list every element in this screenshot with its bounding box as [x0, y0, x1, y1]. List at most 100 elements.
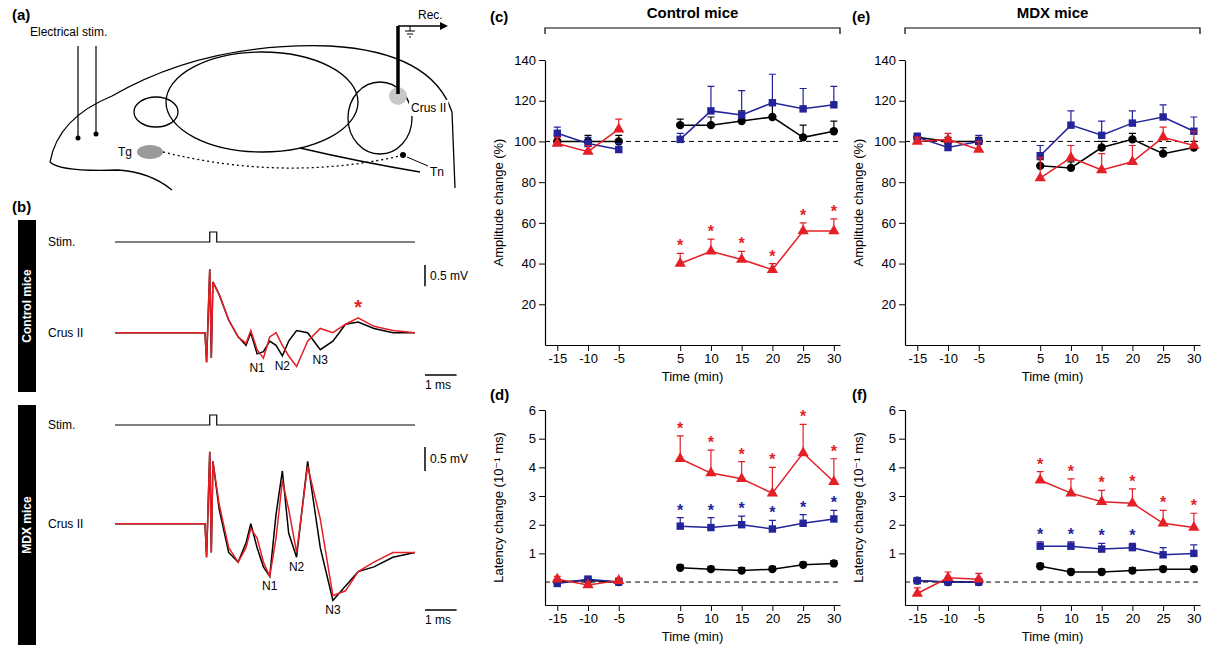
tick-mark: [899, 141, 905, 142]
tick-mark: [1102, 605, 1103, 611]
tick-label: 30: [827, 611, 841, 626]
scale-bar: [424, 447, 426, 471]
title-box: [18, 405, 36, 645]
marker: [1159, 565, 1167, 573]
significance-star: *: [1037, 456, 1044, 473]
scale-bar: [425, 609, 457, 611]
trace-line: [115, 269, 415, 366]
tick-label: 15: [735, 611, 749, 626]
tick-mark: [899, 101, 905, 102]
electrode-tip: [94, 132, 99, 137]
tick-label: -5: [613, 351, 625, 366]
tick-mark: [539, 60, 545, 61]
chart-panel: (f)-15-10-551015202530123456Time (min)La…: [851, 386, 1202, 644]
marker: [1096, 163, 1107, 173]
trace-line: [115, 452, 415, 601]
tick: 15: [735, 345, 749, 366]
tick-label: 10: [1064, 611, 1078, 626]
tick-mark: [899, 525, 905, 526]
tick-label: 5: [677, 351, 684, 366]
marker: [1159, 113, 1166, 120]
tick-mark: [979, 345, 980, 351]
tick: 10: [704, 345, 718, 366]
tick: 5: [677, 345, 684, 366]
tick: 40: [522, 256, 545, 271]
tick-mark: [711, 345, 712, 351]
marker: [1035, 172, 1046, 182]
tick-label: 120: [514, 93, 536, 108]
tick-label: 40: [882, 256, 896, 271]
tick: 30: [1187, 605, 1201, 626]
tick-mark: [803, 345, 804, 351]
y-axis-title: Amplitude change (%): [851, 139, 866, 267]
tick-mark: [557, 345, 558, 351]
significance-star: *: [769, 504, 776, 521]
plot-area: [545, 74, 840, 273]
scale-bar: [424, 265, 426, 286]
marker: [912, 135, 923, 145]
tick-mark: [539, 525, 545, 526]
tick-label: 4: [889, 460, 896, 475]
tick: 10: [704, 605, 718, 626]
tick-mark: [557, 605, 558, 611]
significance-star: *: [769, 451, 776, 468]
axis-line: [546, 345, 841, 346]
tick-mark: [899, 467, 905, 468]
header: Control mice: [647, 4, 739, 21]
tick: 25: [1156, 605, 1170, 626]
tick: 15: [1095, 345, 1109, 366]
y-axis-title: Latency change (10⁻¹ ms): [491, 432, 506, 583]
y-axis: 20406080100120140: [514, 53, 545, 346]
tick-label: 10: [704, 611, 718, 626]
y-axis-title: Amplitude change (%): [491, 139, 506, 267]
marker: [613, 123, 624, 133]
tick-mark: [539, 410, 545, 411]
tick-label: 20: [766, 611, 780, 626]
trace-panel: (b)Control miceStim.Crus IIN1N2N3*0.5 mV…: [12, 198, 468, 392]
series-line: [557, 519, 834, 584]
tick-mark: [539, 553, 545, 554]
scale-label: 1 ms: [425, 378, 451, 392]
label-group: Crus II: [409, 100, 448, 116]
panel-label: (b): [12, 198, 31, 215]
marker: [738, 521, 745, 528]
plot-area: [115, 452, 415, 601]
significance-star: *: [677, 502, 684, 519]
significance-star: *: [1099, 474, 1106, 491]
tick-mark: [899, 439, 905, 440]
series-line: [557, 129, 834, 269]
error-bar: [769, 74, 776, 103]
trace-label: Crus II: [48, 517, 83, 531]
tick-mark: [917, 605, 918, 611]
tick: 25: [796, 605, 810, 626]
crus-label: Crus II: [411, 101, 446, 115]
tick-mark: [1163, 605, 1164, 611]
significance-star: *: [1160, 494, 1167, 511]
tick-label: 25: [796, 611, 810, 626]
tick-mark: [899, 553, 905, 554]
tick-mark: [619, 605, 620, 611]
tick-label: 3: [889, 489, 896, 504]
tick-label: 100: [874, 134, 896, 149]
tick: -15: [548, 345, 567, 366]
tick-mark: [1102, 345, 1103, 351]
tick-label: 20: [1126, 611, 1140, 626]
marker: [1129, 544, 1136, 551]
marker: [675, 452, 686, 462]
marker: [1190, 565, 1198, 573]
peak-label: N1: [249, 361, 265, 375]
tick-label: 5: [529, 431, 536, 446]
tick: 10: [1064, 605, 1078, 626]
trace-line: [115, 269, 415, 362]
marker: [1190, 550, 1197, 557]
chart-panel: (d)-15-10-551015202530123456Time (min)La…: [490, 386, 842, 644]
tick-label: 25: [1156, 351, 1170, 366]
label-group: Tn: [428, 164, 446, 180]
marker: [942, 571, 953, 581]
significance-star: *: [739, 446, 746, 463]
marker: [1129, 119, 1136, 126]
marker: [705, 245, 716, 255]
tick-label: 5: [677, 611, 684, 626]
tick-mark: [899, 496, 905, 497]
axis-line: [905, 61, 906, 346]
